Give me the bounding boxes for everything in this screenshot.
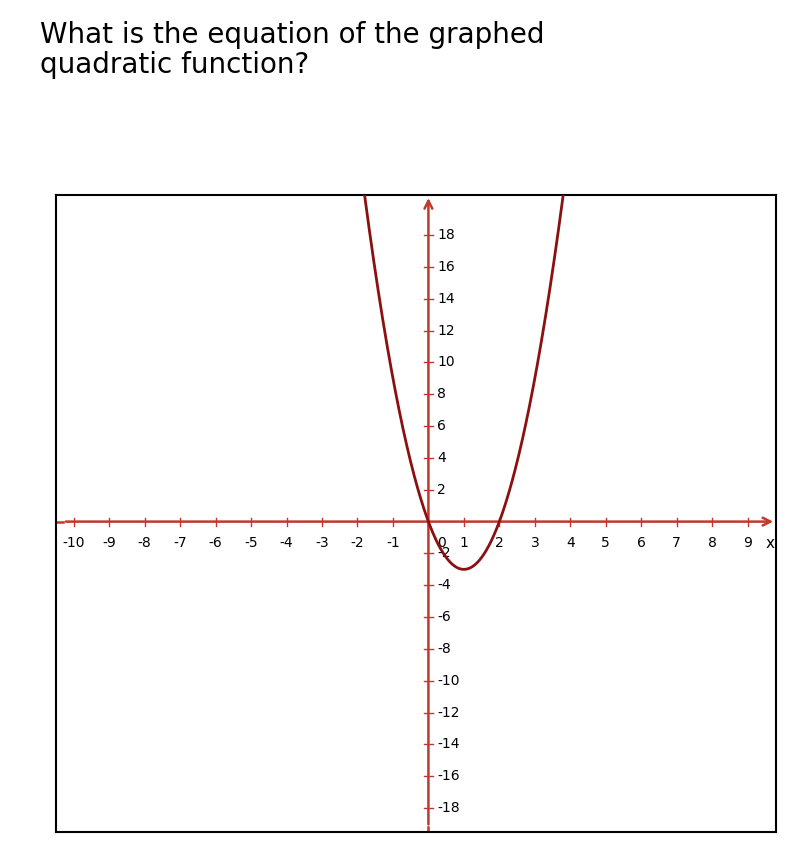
Text: -16: -16: [438, 769, 460, 784]
Text: 6: 6: [438, 419, 446, 433]
Text: -18: -18: [438, 801, 460, 815]
Text: 9: 9: [743, 536, 752, 550]
Text: -4: -4: [280, 536, 294, 550]
Text: 7: 7: [672, 536, 681, 550]
Text: -4: -4: [438, 578, 451, 593]
Text: What is the equation of the graphed: What is the equation of the graphed: [40, 21, 545, 49]
Text: 2: 2: [495, 536, 504, 550]
Text: 4: 4: [438, 451, 446, 465]
Text: -6: -6: [438, 610, 451, 624]
Text: 8: 8: [438, 387, 446, 402]
Text: 8: 8: [708, 536, 717, 550]
Text: 12: 12: [438, 323, 455, 338]
Text: -6: -6: [209, 536, 222, 550]
Text: 1: 1: [459, 536, 468, 550]
Text: -3: -3: [315, 536, 329, 550]
Text: quadratic function?: quadratic function?: [40, 51, 310, 79]
Text: -12: -12: [438, 706, 460, 720]
Text: 10: 10: [438, 356, 455, 369]
Text: -2: -2: [350, 536, 364, 550]
Text: 0: 0: [438, 536, 446, 550]
Text: 18: 18: [438, 228, 455, 242]
Text: -9: -9: [102, 536, 116, 550]
Text: -2: -2: [438, 547, 451, 560]
Text: 3: 3: [530, 536, 539, 550]
Text: -8: -8: [438, 642, 451, 656]
Text: 2: 2: [438, 483, 446, 497]
Text: 5: 5: [602, 536, 610, 550]
Text: 16: 16: [438, 260, 455, 274]
Text: -14: -14: [438, 738, 460, 751]
Text: -5: -5: [244, 536, 258, 550]
Text: -10: -10: [438, 674, 460, 688]
Text: -8: -8: [138, 536, 151, 550]
Text: 14: 14: [438, 292, 455, 306]
Text: -10: -10: [62, 536, 85, 550]
Text: x: x: [766, 536, 774, 551]
Text: -1: -1: [386, 536, 400, 550]
Text: 6: 6: [637, 536, 646, 550]
Text: -7: -7: [174, 536, 187, 550]
Text: 4: 4: [566, 536, 574, 550]
